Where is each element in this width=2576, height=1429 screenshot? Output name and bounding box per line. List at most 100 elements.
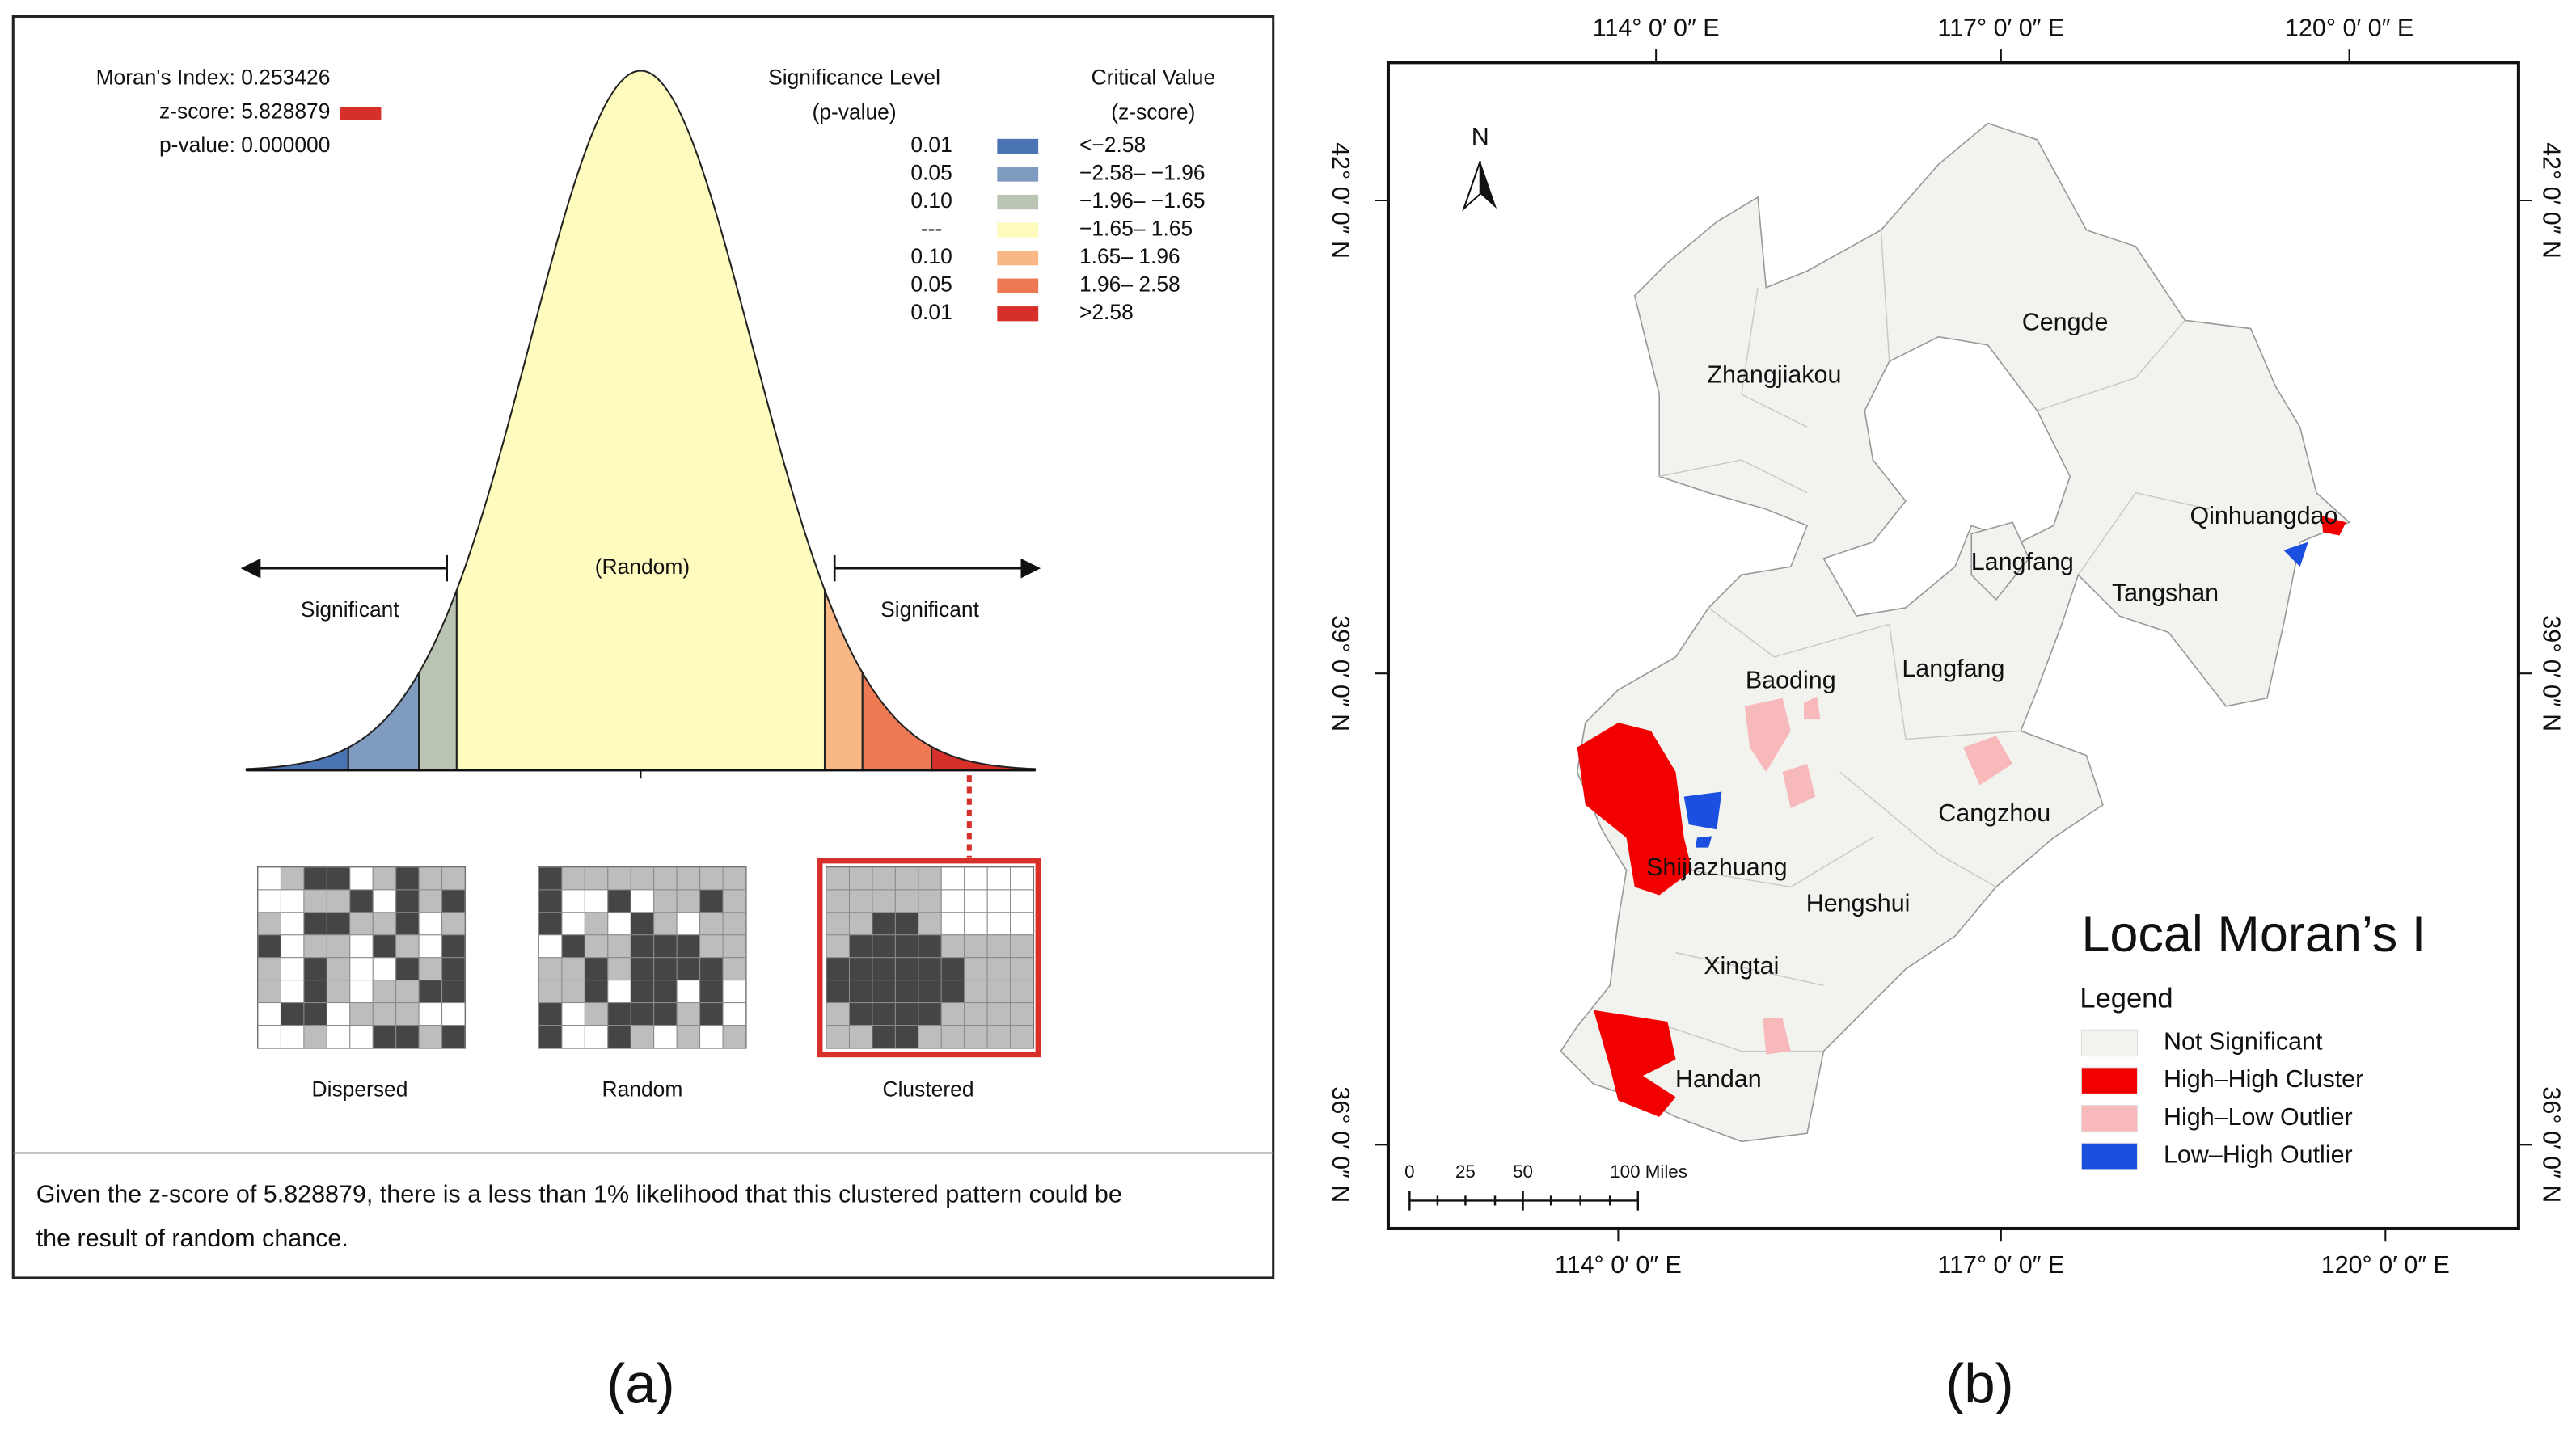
cell [584,1002,609,1026]
cell [630,889,655,913]
cell [630,957,655,981]
cell [918,957,942,981]
cell [584,980,609,1004]
cell [940,957,965,981]
cell [441,1002,466,1026]
scale-label: 25 [1455,1161,1476,1182]
cell [918,912,942,936]
lon-label: 120° 0′ 0″ E [2285,15,2413,42]
cell [1010,1002,1034,1026]
cell [418,1002,443,1026]
cell [326,980,351,1004]
cell [699,957,724,981]
city-label: Xingtai [1704,952,1779,980]
cell [986,1025,1011,1048]
scale-bar [1408,1191,1640,1211]
cell [372,1025,397,1048]
cell [372,957,397,981]
legend-swatch [2080,1142,2138,1170]
cell [918,980,942,1004]
cell [257,1025,281,1048]
pattern-label: Dispersed [312,1077,408,1101]
cell [441,957,466,981]
legend-swatch [2080,1105,2138,1132]
cell [676,934,701,959]
legend-label: Not Significant [2164,1027,2323,1055]
cell [918,889,942,913]
cell [538,889,563,913]
swatch [997,278,1039,293]
z-range: −1.65– 1.65 [1079,217,1193,241]
cell [561,1025,585,1048]
cell [607,866,631,891]
cell [653,1025,678,1048]
city-label: Handan [1675,1065,1762,1093]
cell [872,866,896,891]
cell [395,980,420,1004]
cell [872,957,896,981]
cell [722,980,746,1004]
city-label: Shijiazhuang [1646,854,1787,881]
cell [826,980,850,1004]
cell [303,957,327,981]
cell [418,980,443,1004]
cell [538,912,563,936]
cell [326,1025,351,1048]
cell [986,1002,1011,1026]
cell [918,1002,942,1026]
z-range: −2.58– −1.96 [1079,160,1206,184]
cell [940,934,965,959]
lon-label: 120° 0′ 0″ E [2321,1251,2450,1279]
legend-label: Low–High Outlier [2164,1141,2353,1169]
cell [538,1025,563,1048]
cell [964,1002,988,1026]
cell [418,934,443,959]
cell [349,934,374,959]
cell [303,980,327,1004]
north-label: N [1472,123,1489,150]
cell [653,957,678,981]
cell [395,866,420,891]
cell [349,866,374,891]
cell [872,1025,896,1048]
legend-title: Legend [2080,984,2173,1014]
cell [607,957,631,981]
cell [722,934,746,959]
cell [722,957,746,981]
cell [630,912,655,936]
stat: Moran's Index: 0.253426 [96,65,331,90]
cell [257,1002,281,1026]
cell [280,957,305,981]
city-label: Cengde [2022,308,2109,335]
cell [441,889,466,913]
map [1560,122,2351,1143]
cell [630,1025,655,1048]
cell [848,1002,873,1026]
cell [826,912,850,936]
conclusion: the result of random chance. [36,1225,348,1252]
cell [722,1002,746,1026]
lat-label: 39° 0′ 0″ N [2537,615,2565,731]
cell [326,912,351,936]
cell [964,980,988,1004]
cell [607,980,631,1004]
cell [280,980,305,1004]
p-value: 0.10 [910,188,952,213]
conclusion: Given the z-score of 5.828879, there is … [36,1180,1122,1208]
cell [986,957,1011,981]
significant: Significant [301,597,399,622]
cell [372,866,397,891]
cell [372,980,397,1004]
cell [699,889,724,913]
lon-label: 117° 0′ 0″ E [1937,15,2064,42]
cell [918,934,942,959]
cell [872,889,896,913]
cell [872,1002,896,1026]
cell [280,934,305,959]
cell [918,1025,942,1048]
significant: Significant [880,597,979,622]
arrow-head [240,558,261,579]
p-value: 0.01 [910,300,952,324]
cell [940,1002,965,1026]
swatch [997,222,1039,238]
